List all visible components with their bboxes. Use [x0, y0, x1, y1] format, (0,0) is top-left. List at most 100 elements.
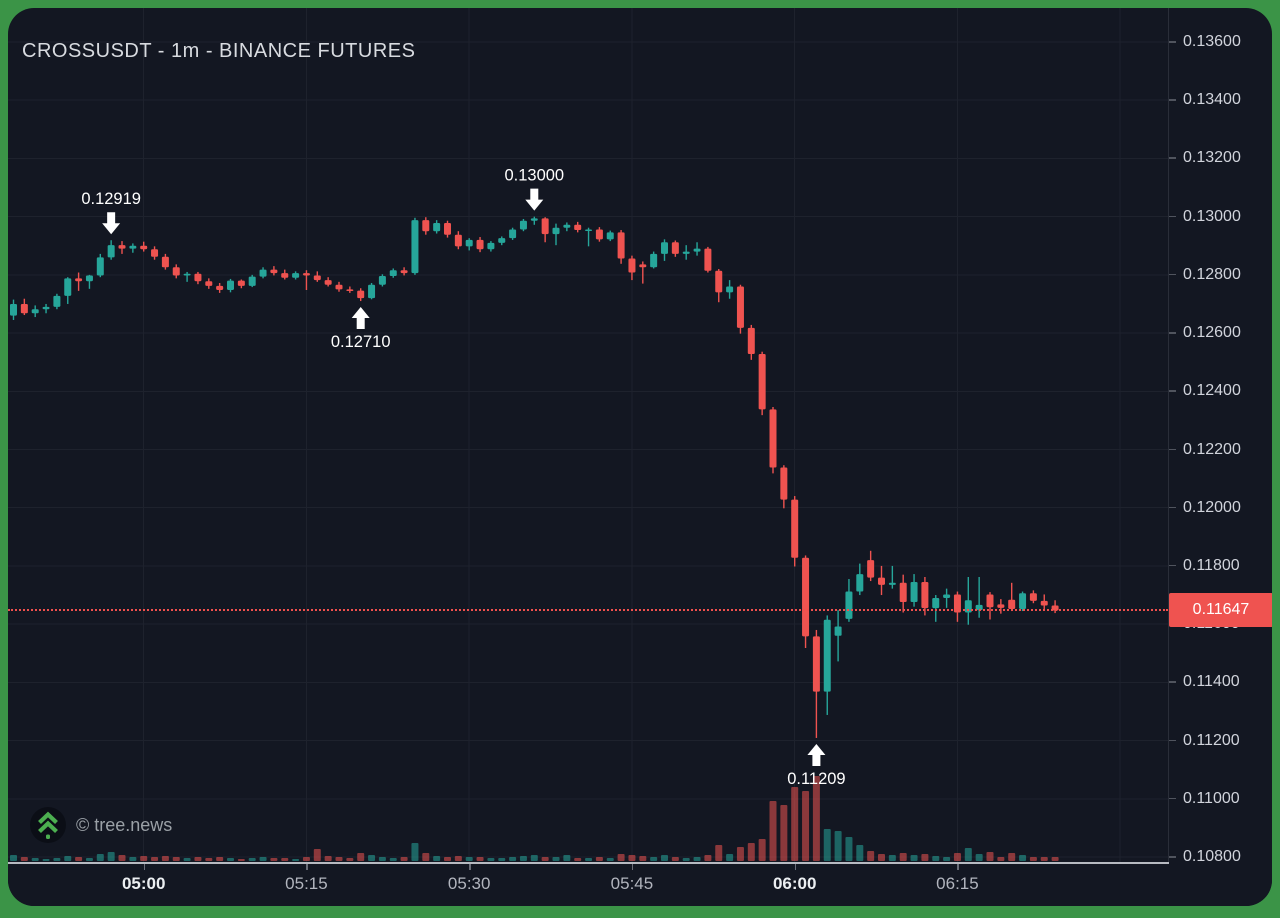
candle-body	[194, 273, 202, 282]
volume-bar	[270, 858, 278, 861]
volume-bar	[650, 857, 658, 861]
price-axis-label: 0.11800	[1183, 556, 1240, 574]
tick-dash	[1169, 564, 1176, 567]
tick-dash	[1169, 273, 1176, 276]
price-axis-label: 0.12400	[1183, 382, 1241, 400]
candle-body	[400, 270, 408, 274]
candle-body	[932, 597, 940, 609]
candle-body	[140, 245, 148, 250]
tick-dash	[1169, 157, 1176, 159]
plot-area[interactable]: 0.12919 0.12710 0.13000 0.11209	[8, 8, 1168, 863]
candle-body	[411, 220, 419, 274]
candle-body	[834, 626, 842, 636]
price-axis-tick: 0.13000	[1169, 207, 1272, 227]
candle-body	[357, 290, 365, 299]
last-price-tag: 0.11647	[1169, 593, 1272, 628]
volume-bar	[834, 831, 842, 861]
candle-body	[671, 242, 679, 254]
price-axis-tick: 0.10800	[1169, 847, 1272, 867]
volume-bar	[943, 857, 951, 861]
price-axis-tick: 0.12400	[1169, 381, 1272, 401]
volume-bar	[932, 856, 940, 861]
candle-body	[118, 245, 126, 249]
volume-bar	[671, 857, 679, 861]
volume-bar	[715, 845, 723, 861]
volume-bar	[802, 791, 810, 861]
volume-bar	[10, 855, 17, 861]
tick-dash	[1169, 681, 1176, 683]
candle-body	[736, 286, 744, 328]
price-axis-tick: 0.13200	[1169, 148, 1272, 168]
price-axis-tick: 0.11400	[1169, 672, 1272, 692]
volume-bar	[216, 857, 224, 861]
candle-body	[216, 285, 224, 290]
price-axis-tick: 0.11000	[1169, 789, 1272, 809]
price-axis-tick: 0.12600	[1169, 323, 1272, 343]
volume-bar	[357, 853, 365, 861]
tick-dash	[1169, 797, 1176, 800]
volume-bar	[541, 857, 549, 861]
time-axis[interactable]: 05:00 05:15 05:30 05:45 06:00 06:15	[8, 862, 1272, 906]
candle-body	[693, 248, 701, 252]
candle-body	[780, 467, 788, 500]
volume-bar	[606, 858, 614, 861]
volume-bar	[194, 857, 202, 861]
candle-body	[85, 275, 93, 282]
volume-bar	[498, 858, 506, 861]
price-axis-label: 0.13200	[1183, 149, 1241, 167]
time-axis-label: 05:15	[285, 874, 328, 893]
watermark: © tree.news	[30, 807, 172, 843]
price-axis-label: 0.10800	[1183, 848, 1241, 865]
last-price-line	[8, 609, 1168, 612]
candle-body	[585, 229, 593, 232]
volume-bar	[389, 858, 397, 861]
volume-bar	[281, 858, 289, 861]
candle-body	[346, 289, 354, 292]
candle-body	[259, 269, 267, 277]
candle-body	[530, 218, 538, 221]
volume-bar	[346, 858, 354, 861]
volume-bar	[693, 857, 701, 861]
candle-body	[248, 276, 256, 286]
volume-bar	[888, 855, 896, 861]
candle-body	[487, 242, 495, 250]
price-axis-label: 0.12600	[1183, 324, 1241, 342]
candle-body	[682, 251, 690, 254]
candle-body	[378, 276, 386, 285]
time-axis-label: 06:00	[772, 874, 817, 893]
candle-body	[769, 409, 777, 468]
candle-body	[726, 286, 734, 293]
volume-bar	[302, 857, 310, 861]
price-axis-tick: 0.13400	[1169, 90, 1272, 110]
annotation-arrow-down-icon	[102, 212, 121, 235]
volume-bar	[519, 856, 527, 861]
volume-bar	[628, 855, 636, 861]
candle-body	[10, 303, 17, 316]
candle-body	[628, 258, 636, 273]
candle-body	[42, 306, 50, 310]
volume-bar	[151, 857, 159, 861]
candle-body	[227, 280, 234, 290]
candle-body	[161, 256, 169, 268]
candle-body	[856, 574, 864, 592]
tick-dash	[1169, 506, 1176, 509]
candlestick-plot[interactable]: 0.12919 0.12710 0.13000 0.11209	[8, 8, 1168, 863]
volume-bar	[433, 856, 441, 861]
time-axis-label: 05:00	[121, 874, 166, 893]
annotation-arrow-up-icon	[807, 743, 826, 766]
volume-bar	[313, 849, 321, 861]
annotation-label: 0.12919	[81, 190, 141, 208]
price-axis[interactable]: 0.13600 0.13400 0.13200 0.13000 0.12800 0.126…	[1168, 8, 1272, 865]
volume-bar	[574, 858, 582, 861]
volume-bar	[823, 829, 831, 861]
candle-body	[899, 582, 907, 603]
price-axis-tick: 0.12800	[1169, 265, 1272, 285]
candle-body	[574, 224, 582, 231]
candle-body	[606, 232, 614, 240]
candle-body	[183, 273, 191, 276]
candle-body	[595, 229, 603, 240]
price-axis-tick: 0.13600	[1169, 32, 1272, 52]
volume-bar	[20, 857, 28, 861]
time-axis-tick	[957, 864, 959, 870]
volume-bar	[1019, 855, 1027, 861]
